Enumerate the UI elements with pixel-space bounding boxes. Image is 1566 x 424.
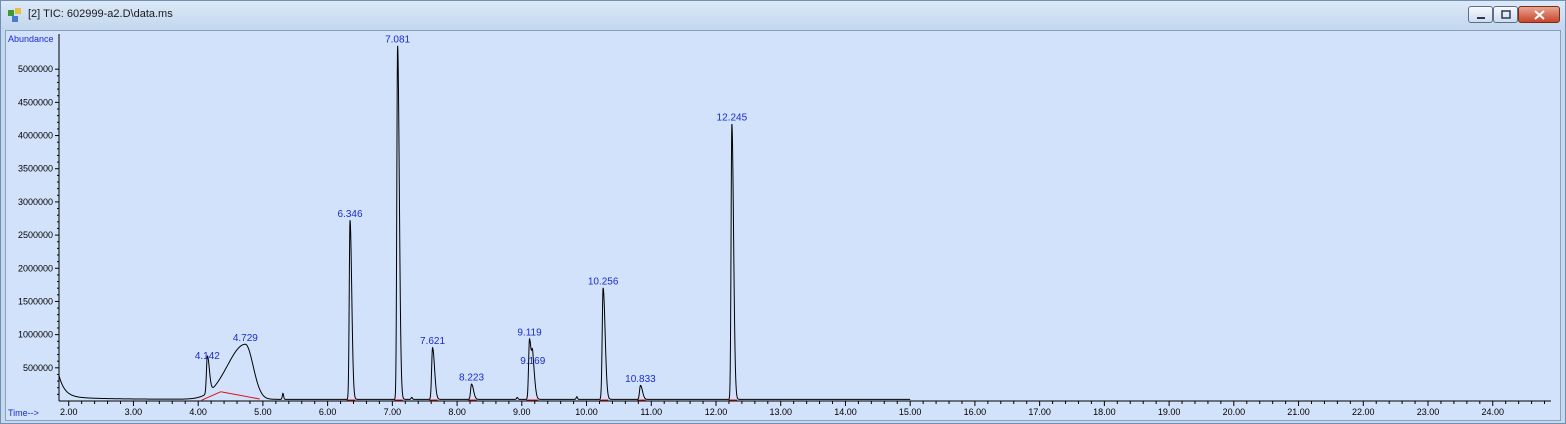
peak-label: 9.169 [520,356,545,367]
x-tick-label: 16.00 [964,407,987,417]
y-tick-label: 2000000 [18,263,53,273]
tic-trace [58,45,911,400]
y-axis-label: Abundance [8,34,54,44]
minimize-icon [1477,17,1485,19]
x-tick-label: 23.00 [1417,407,1440,417]
x-tick-label: 3.00 [125,407,143,417]
minimize-button[interactable] [1468,6,1493,23]
peak-label: 6.346 [338,209,363,220]
peak-label: 7.621 [420,336,445,347]
y-tick-label: 4000000 [18,131,53,141]
x-tick-label: 20.00 [1223,407,1246,417]
peak-label: 4.729 [233,333,258,344]
x-tick-label: 21.00 [1287,407,1310,417]
peak-label: 4.142 [195,351,220,362]
peak-label: 8.223 [459,373,484,384]
y-tick-label: 3500000 [18,164,53,174]
maximize-button[interactable] [1493,6,1518,23]
x-tick-label: 7.00 [384,407,402,417]
x-tick-label: 24.00 [1481,407,1504,417]
app-icon [8,8,21,22]
x-tick-label: 12.00 [705,407,728,417]
peak-label: 7.081 [385,34,410,45]
x-tick-label: 22.00 [1352,407,1375,417]
x-tick-label: 17.00 [1028,407,1051,417]
y-tick-label: 5000000 [18,64,53,74]
x-tick-label: 11.00 [640,407,662,417]
peak-label: 9.119 [517,328,542,339]
x-tick-label: 5.00 [254,407,272,417]
peak-label: 12.245 [717,113,748,124]
x-tick-label: 19.00 [1158,407,1181,417]
peak-label: 10.833 [625,374,656,385]
x-tick-label: 9.00 [513,407,531,417]
x-tick-label: 10.00 [575,407,598,417]
x-axis: 2.00 3.00 4.00 5.00 6.00 7.00 8.00 9.00 10.00 11.… [59,400,1551,417]
chromatogram-chart: 500000 1000000 1500000 2000000 2500000 300000… [8,34,1551,418]
x-axis-label: Time--> [8,408,39,418]
peak-label: 10.256 [588,277,619,288]
window-title: [2] TIC: 602999-a2.D\data.ms [28,8,173,20]
baseline-segment [201,391,222,401]
x-tick-label: 2.00 [60,407,78,417]
y-tick-label: 500000 [23,363,53,373]
x-tick-label: 4.00 [189,407,207,417]
close-button[interactable] [1518,6,1560,23]
maximize-icon [1501,10,1511,19]
x-tick-label: 8.00 [448,407,466,417]
x-tick-label: 13.00 [769,407,792,417]
y-axis: 500000 1000000 1500000 2000000 2500000 300000… [18,34,60,401]
y-tick-label: 1500000 [18,296,53,306]
y-tick-label: 2500000 [18,230,53,240]
integration-baselines [201,391,738,401]
x-tick-label: 6.00 [319,407,337,417]
x-tick-label: 15.00 [899,407,922,417]
plot-area: 500000 1000000 1500000 2000000 2500000 300000… [5,30,1561,421]
y-tick-label: 4500000 [18,97,53,107]
baseline-segment [220,391,260,400]
x-tick-label: 18.00 [1093,407,1116,417]
y-tick-label: 1000000 [18,330,53,340]
x-tick-label: 14.00 [834,407,857,417]
y-tick-label: 3000000 [18,197,53,207]
title-bar[interactable]: [2] TIC: 602999-a2.D\data.ms [1,1,1565,29]
peak-labels: 4.142 4.729 6.346 7.081 7.621 8.223 9.119 9.169… [195,34,748,385]
close-icon [1534,10,1545,20]
